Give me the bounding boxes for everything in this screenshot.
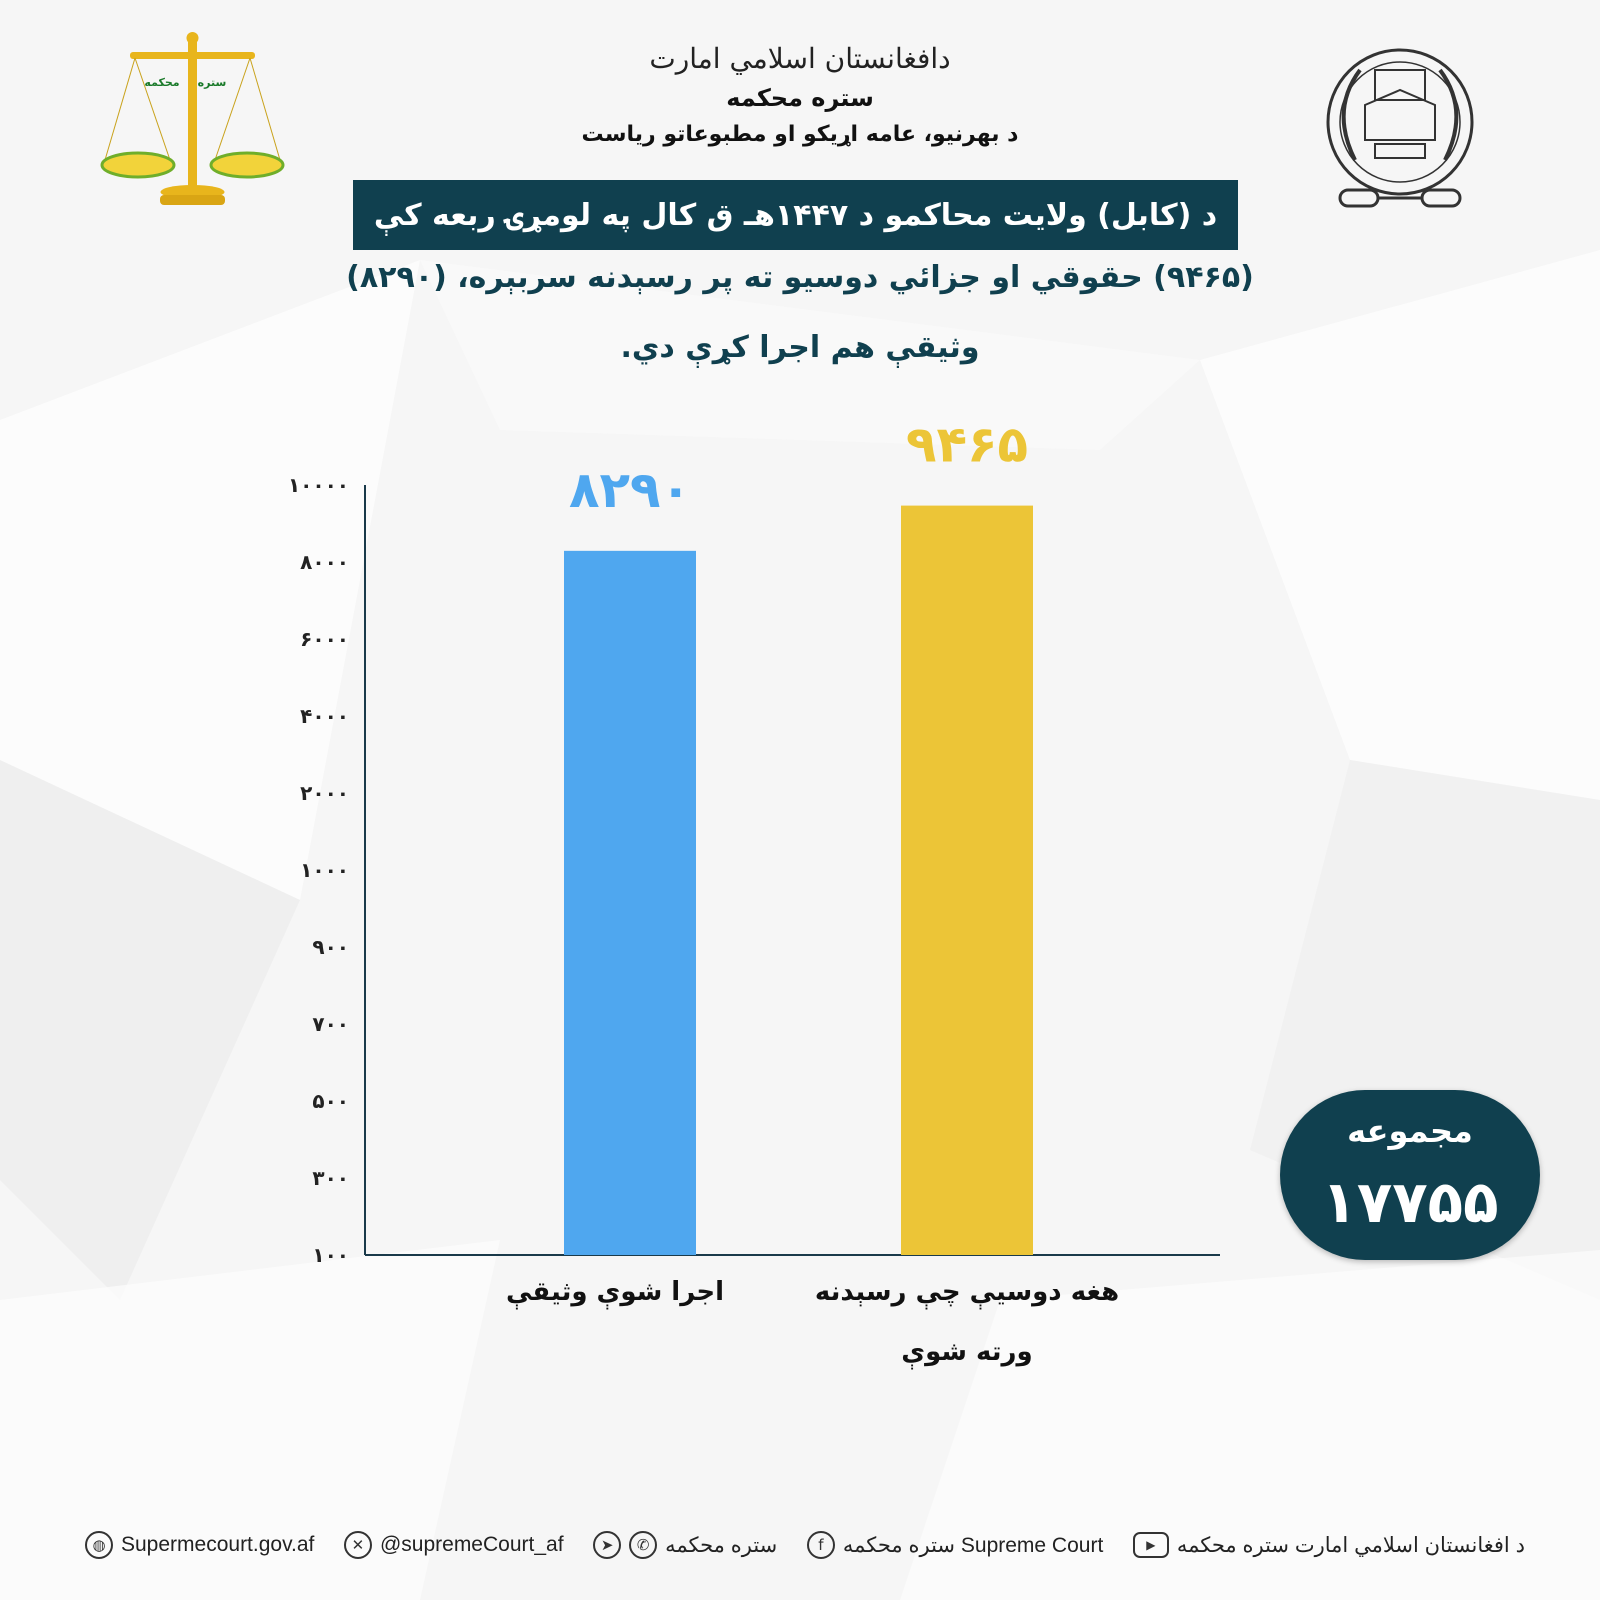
- y-tick-label: ۴۰۰۰: [300, 704, 349, 728]
- y-tick-label: ۵۰۰: [312, 1089, 349, 1113]
- telegram-icon: ➤: [593, 1531, 622, 1559]
- footer-messaging[interactable]: ➤ ✆ ستره محکمه: [593, 1531, 777, 1559]
- bar-value-label: ۹۴۶۵: [906, 420, 1028, 474]
- y-tick-label: ۸۰۰۰: [300, 550, 349, 574]
- y-tick-label: ۶۰۰۰: [300, 627, 349, 651]
- y-tick-label: ۱۰۰۰۰: [288, 473, 349, 497]
- national-emblem-icon: [1326, 48, 1474, 208]
- messaging-label[interactable]: ستره محکمه: [665, 1533, 778, 1557]
- whatsapp-icon: ✆: [629, 1531, 658, 1559]
- footer-youtube[interactable]: ▶ د افغانستان اسلامي امارت ستره محکمه: [1132, 1532, 1525, 1558]
- y-tick-label: ۱۰۰۰: [300, 858, 349, 882]
- youtube-label[interactable]: د افغانستان اسلامي امارت ستره محکمه: [1176, 1533, 1525, 1557]
- bar-value-label: ۸۲۹۰: [569, 461, 691, 519]
- y-tick-label: ۱۰۰: [312, 1243, 349, 1267]
- facebook-label[interactable]: ستره محکمه Supreme Court: [842, 1533, 1104, 1557]
- globe-icon: ◍: [85, 1531, 113, 1559]
- scale-of-justice-logo: محکمه ستره: [100, 32, 285, 205]
- facebook-icon: f: [806, 1531, 835, 1559]
- y-tick-label: ۹۰۰: [312, 935, 349, 959]
- total-label: مجموعه: [1347, 1112, 1473, 1150]
- category-label-continued: ورته شوې: [901, 1337, 1032, 1370]
- category-label: اجرا شوې وثیقې: [506, 1277, 724, 1310]
- total-badge: مجموعه ۱۷۷۵۵: [1280, 1090, 1540, 1260]
- department-name: د بهرنیو، عامه اړیکو او مطبوعاتو ریاست: [581, 122, 1019, 147]
- category-label: هغه دوسیې چې رسېدنه: [815, 1277, 1119, 1310]
- y-tick-label: ۲۰۰۰: [300, 781, 349, 805]
- footer-twitter[interactable]: ✕ @supremeCourt_af: [343, 1531, 564, 1559]
- scale-label-left: محکمه: [144, 76, 179, 89]
- bar-chart: ۱۰۰ ۳۰۰ ۵۰۰ ۷۰۰ ۹۰۰ ۱۰۰۰ ۲۰۰۰ ۴۰۰۰ ۶۰۰۰ ۸۰۰۰ ۱۰۰۰۰…: [288, 420, 1220, 1370]
- bar: [564, 550, 696, 1255]
- court-name: ستره محکمه: [726, 84, 874, 112]
- page-title: د (کابل) ولایت محاکمو د ۱۴۴۷هـ ق کال په …: [353, 180, 1238, 250]
- scale-label-right: ستره: [198, 76, 227, 89]
- footer-facebook[interactable]: f ستره محکمه Supreme Court: [806, 1531, 1104, 1559]
- subtitle-line-2: وثیقې هم اجرا کړې دي.: [620, 330, 980, 365]
- x-twitter-icon: ✕: [343, 1531, 372, 1559]
- footer-website[interactable]: ◍ Supermecourt.gov.af: [85, 1531, 314, 1559]
- total-value: ۱۷۷۵۵: [1321, 1168, 1499, 1236]
- footer: ◍ Supermecourt.gov.af ✕ @supremeCourt_af…: [85, 1525, 1525, 1565]
- y-tick-label: ۷۰۰: [312, 1012, 349, 1036]
- website-link[interactable]: Supermecourt.gov.af: [121, 1533, 315, 1556]
- youtube-icon: ▶: [1132, 1532, 1169, 1558]
- subtitle-line-1: (۹۴۶۵) حقوقي او جزائي دوسیو ته پر رسېدنه…: [346, 260, 1254, 295]
- bar: [901, 505, 1033, 1255]
- emirate-calligraphy: دافغانستان اسلامي امارت: [649, 42, 951, 75]
- y-tick-label: ۳۰۰: [312, 1166, 349, 1190]
- twitter-handle[interactable]: @supremeCourt_af: [379, 1533, 564, 1556]
